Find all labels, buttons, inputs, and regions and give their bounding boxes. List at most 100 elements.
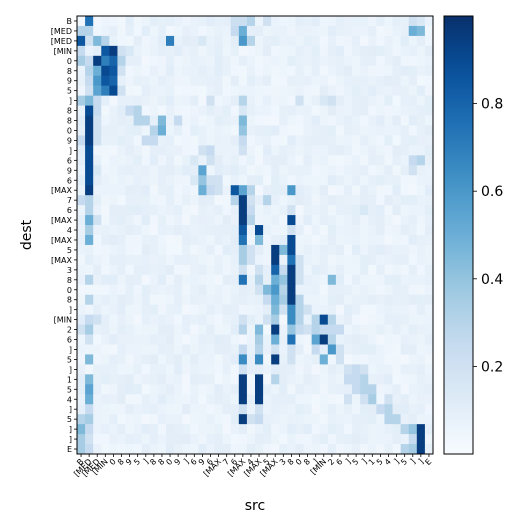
heatmap-cell <box>303 374 313 385</box>
heatmap-cell <box>335 424 345 435</box>
heatmap-cell <box>287 35 296 47</box>
heatmap-cell <box>198 244 207 256</box>
heatmap-cell <box>368 225 377 236</box>
heatmap-cell <box>230 364 240 375</box>
heatmap-cell <box>263 225 272 236</box>
heatmap-cell <box>182 244 191 256</box>
heatmap-cell <box>352 394 361 405</box>
heatmap-cell <box>335 65 345 77</box>
heatmap-cell <box>327 244 337 256</box>
heatmap-cell <box>400 284 410 296</box>
heatmap-cell <box>125 344 135 355</box>
heatmap-cell <box>238 165 248 176</box>
heatmap-cell <box>376 374 385 385</box>
heatmap-cell <box>303 85 313 97</box>
heatmap-cell <box>149 444 159 455</box>
heatmap-cell <box>238 324 248 335</box>
heatmap-cell <box>101 274 110 286</box>
heatmap-cell <box>271 95 280 106</box>
heatmap-cell <box>133 254 143 266</box>
heatmap-cell <box>295 205 304 216</box>
heatmap-cell <box>319 334 329 345</box>
heatmap-cell <box>149 35 159 47</box>
heatmap-cell <box>376 424 385 435</box>
heatmap-cell <box>424 354 434 365</box>
heatmap-cell <box>295 16 304 27</box>
heatmap-cell <box>327 145 337 156</box>
heatmap-cell <box>238 444 248 455</box>
heatmap-cell <box>295 244 304 256</box>
heatmap-cell <box>190 25 199 37</box>
heatmap-cell <box>230 16 240 27</box>
heatmap-cell <box>327 324 337 335</box>
heatmap-cell <box>335 25 345 37</box>
heatmap-cell <box>117 274 126 286</box>
heatmap-cell <box>182 215 191 226</box>
heatmap-cell <box>157 424 167 435</box>
heatmap-cell <box>77 85 86 97</box>
heatmap-cell <box>311 35 321 47</box>
x-tick-label: 5 <box>262 457 272 467</box>
heatmap-cell <box>85 16 94 27</box>
heatmap-cell <box>303 225 313 236</box>
heatmap-cell <box>198 175 207 186</box>
x-tick-label: 8 <box>156 457 166 467</box>
heatmap-cell <box>222 55 232 67</box>
heatmap-cell <box>352 294 361 306</box>
heatmap-cell <box>85 384 94 395</box>
heatmap-cell <box>271 45 280 57</box>
heatmap-cell <box>352 304 361 316</box>
heatmap-cell <box>408 294 418 306</box>
heatmap-cell <box>400 65 410 77</box>
heatmap-cell <box>238 75 248 87</box>
heatmap-cell <box>198 294 207 306</box>
heatmap-cell <box>335 434 345 445</box>
heatmap-cell <box>149 404 159 415</box>
heatmap-cell <box>255 384 264 395</box>
heatmap-cell <box>93 434 102 445</box>
heatmap-cell <box>255 16 264 27</box>
heatmap-cell <box>222 254 232 266</box>
heatmap-cell <box>190 394 199 405</box>
heatmap-cell <box>85 205 94 216</box>
heatmap-cell <box>222 105 232 116</box>
heatmap-cell <box>222 424 232 435</box>
heatmap-cell <box>319 125 329 136</box>
heatmap-cell <box>319 364 329 375</box>
heatmap-cell <box>125 264 135 276</box>
heatmap-cell <box>214 444 224 455</box>
heatmap-cell <box>255 45 264 57</box>
heatmap-cell <box>157 195 167 206</box>
heatmap-cell <box>376 244 385 256</box>
heatmap-cell <box>271 165 280 176</box>
heatmap-cell <box>279 304 288 316</box>
heatmap-cell <box>214 254 224 266</box>
heatmap-cell <box>344 215 353 226</box>
heatmap-cell <box>77 155 86 166</box>
heatmap-cell <box>182 85 191 97</box>
heatmap-cell <box>311 334 321 345</box>
heatmap-cell <box>352 424 361 435</box>
heatmap-cell <box>392 65 402 77</box>
heatmap-cell <box>295 145 304 156</box>
heatmap-cell <box>263 414 272 425</box>
heatmap-cell <box>360 434 369 445</box>
heatmap-cell <box>109 55 118 67</box>
heatmap-cell <box>416 95 426 106</box>
heatmap-cell <box>376 55 385 67</box>
heatmap-cell <box>400 125 410 136</box>
heatmap-cell <box>384 135 393 146</box>
heatmap-cell <box>85 185 94 196</box>
heatmap-cell <box>214 95 224 106</box>
heatmap-cell <box>303 274 313 286</box>
heatmap-cell <box>327 125 337 136</box>
heatmap-cell <box>319 145 329 156</box>
heatmap-cell <box>133 135 143 146</box>
heatmap-cell <box>141 254 151 266</box>
heatmap-cell <box>335 55 345 67</box>
heatmap-cell <box>125 354 135 365</box>
heatmap-cell <box>384 434 393 445</box>
heatmap-cell <box>384 334 393 345</box>
heatmap-cell <box>206 434 215 445</box>
heatmap-cell <box>206 424 215 435</box>
